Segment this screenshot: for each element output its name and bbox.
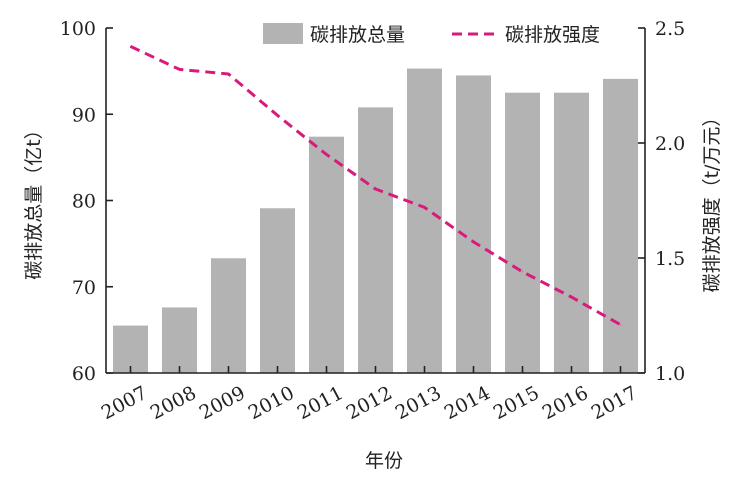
bar-2009: [211, 258, 246, 373]
bar-2007: [113, 325, 148, 373]
intensity-point-2015: [522, 271, 523, 273]
x-tick-label: 2007: [98, 382, 151, 424]
y2-tick-label: 1.0: [655, 363, 685, 385]
y-tick-label: 60: [72, 363, 96, 385]
intensity-point-2007: [130, 45, 131, 47]
x-tick-label: 2017: [588, 382, 641, 424]
legend-bar-swatch: [263, 23, 303, 44]
legend: 碳排放总量 碳排放强度: [263, 23, 600, 46]
bar-2016: [554, 92, 589, 373]
intensity-point-2013: [424, 206, 425, 208]
y2-tick-label: 2.0: [655, 133, 685, 155]
intensity-point-2010: [277, 114, 278, 116]
y-tick-label: 70: [72, 277, 96, 299]
y2-tick-label: 1.5: [655, 248, 685, 270]
x-axis-title: 年份: [365, 450, 403, 472]
bar-2012: [358, 107, 393, 373]
intensity-point-2011: [326, 154, 327, 155]
intensity-point-2009: [228, 73, 229, 75]
y2-axis-title: 碳排放强度（t/万元）: [701, 108, 723, 293]
intensity-point-2008: [179, 68, 180, 70]
line-series: [129, 45, 622, 327]
x-tick-label: 2013: [392, 382, 445, 424]
bar-2011: [309, 136, 344, 373]
intensity-point-2016: [571, 296, 572, 298]
y-axis-title: 碳排放总量（亿t）: [23, 120, 45, 279]
bar-2017: [603, 78, 638, 373]
bar-2013: [407, 68, 442, 373]
x-tick-label: 2015: [490, 382, 543, 424]
intensity-point-2012: [375, 188, 376, 190]
x-tick-label: 2009: [196, 382, 249, 424]
axes: [105, 27, 646, 374]
bar-2010: [260, 208, 295, 373]
y2-tick-label: 2.5: [655, 18, 685, 40]
y-tick-label: 80: [72, 191, 96, 213]
bar-2015: [505, 92, 540, 373]
x-tick-label: 2016: [539, 382, 592, 424]
x-tick-label: 2012: [343, 382, 396, 424]
y-tick-label: 90: [72, 104, 96, 126]
x-tick-label: 2011: [294, 382, 347, 424]
bar-series: [113, 68, 638, 373]
intensity-point-2014: [473, 241, 474, 243]
bar-2014: [456, 75, 491, 373]
bar-2008: [162, 307, 197, 373]
x-tick-label: 2014: [441, 382, 494, 424]
legend-bar-label: 碳排放总量: [310, 24, 405, 46]
legend-line-label: 碳排放强度: [505, 24, 600, 46]
intensity-point-2017: [620, 324, 621, 326]
x-tick-label: 2008: [147, 382, 200, 424]
x-tick-label: 2010: [245, 382, 298, 424]
y-tick-label: 100: [60, 18, 96, 40]
